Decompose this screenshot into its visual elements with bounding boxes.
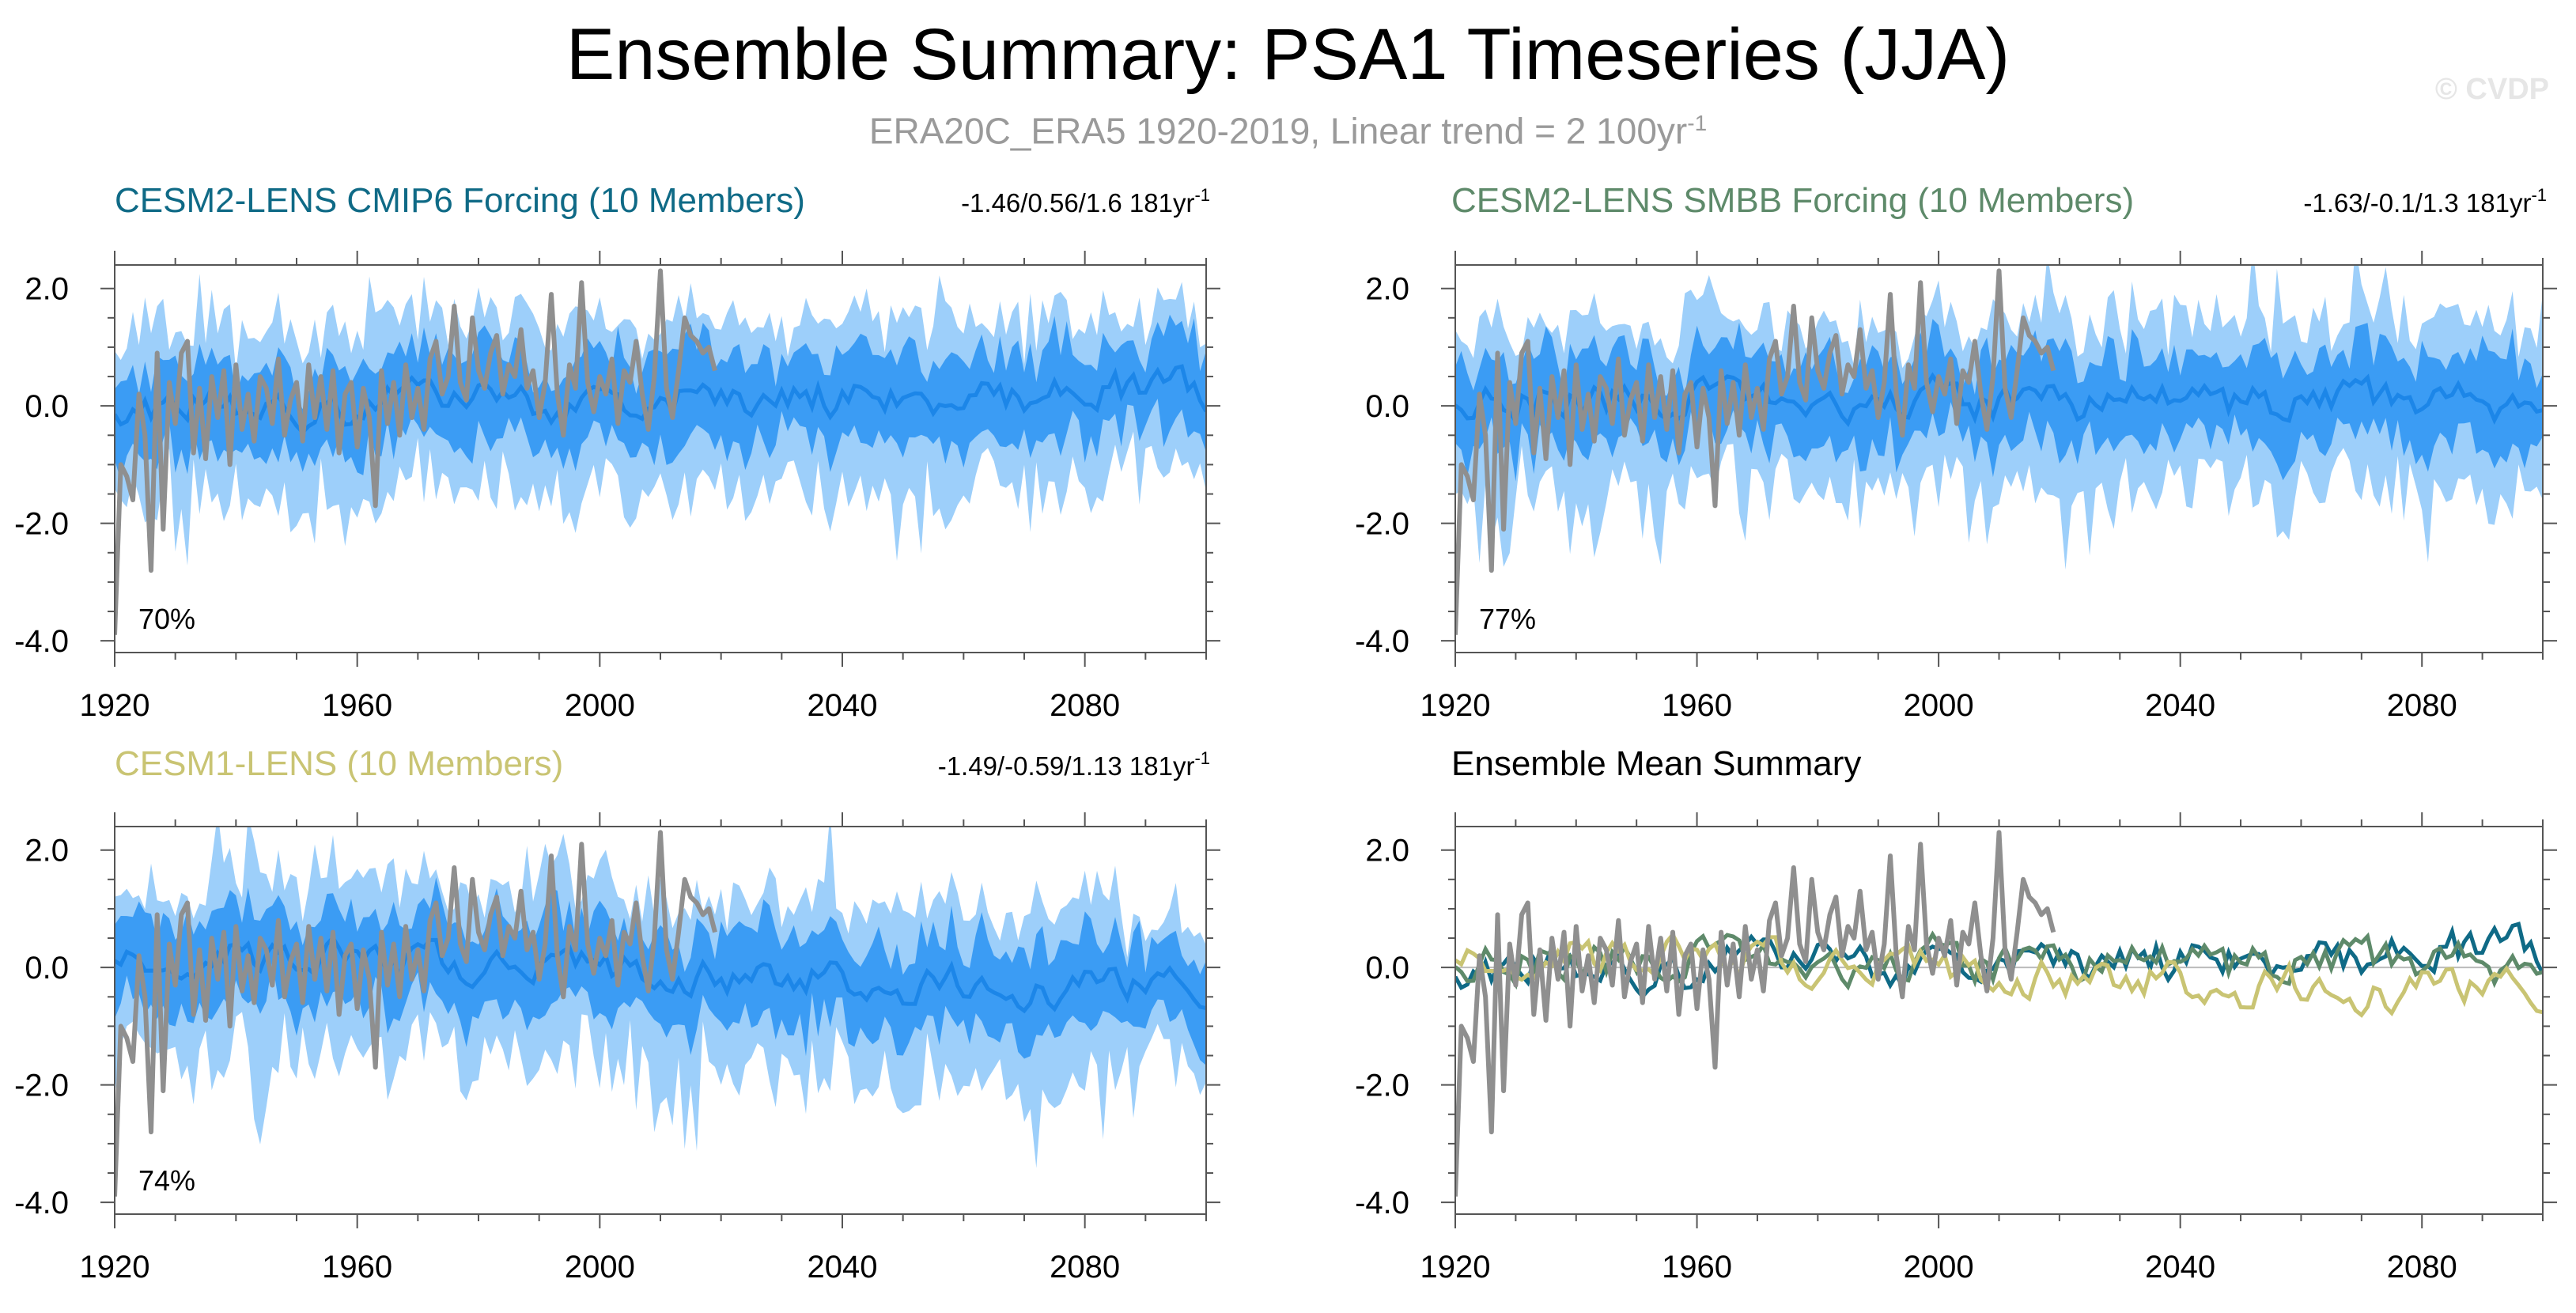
plot-frame [1454,826,2544,1215]
plot-area [1455,265,2543,635]
x-tick-label: 2040 [808,688,878,723]
y-tick-label: 2.0 [1365,272,1409,307]
cvdp-watermark: © CVDP [2434,73,2549,106]
x-tick-label: 1920 [80,1250,150,1285]
y-tick-label: 0.0 [1365,951,1409,986]
percent-annotation: 74% [138,1164,195,1197]
x-tick-label: 2080 [2387,1250,2457,1285]
trend-label: -1.49/-0.59/1.13 181yr-1 [938,748,1210,781]
x-tick-label: 1920 [1420,1250,1491,1285]
x-tick-label: 2040 [808,1250,878,1285]
percent-annotation: 77% [1479,603,1536,635]
x-tick-label: 2000 [1904,688,1974,723]
panel-title: CESM2-LENS SMBB Forcing (10 Members) [1451,181,2134,220]
y-tick-label: 2.0 [25,272,69,307]
series-lens1 [1455,931,2543,1018]
x-tick-label: 1960 [1662,688,1732,723]
observations-line [1455,268,2056,635]
ensemble-mean-line [1455,372,2543,427]
trend-label: -1.63/-0.1/1.3 181yr-1 [2303,185,2547,218]
x-tick-label: 2000 [565,1250,635,1285]
figure-title: Ensemble Summary: PSA1 Timeseries (JJA) [566,14,2010,95]
y-tick-label: -2.0 [14,1069,69,1103]
x-tick-label: 1920 [80,688,150,723]
y-tick-label: 0.0 [25,389,69,424]
x-tick-label: 1960 [1662,1250,1732,1285]
panel-title: CESM1-LENS (10 Members) [115,744,563,783]
panel-title: CESM2-LENS CMIP6 Forcing (10 Members) [115,181,805,220]
y-tick-label: -4.0 [14,624,69,659]
plot-area [115,827,1206,1197]
ensemble-inner-range [115,877,1206,1065]
panel-smbb: CESM2-LENS SMBB Forcing (10 Members) -1.6… [1355,181,2557,723]
x-tick-label: 2040 [2145,688,2215,723]
y-tick-label: -4.0 [1355,624,1409,659]
y-tick-label: 2.0 [25,834,69,868]
subtitle-text: ERA20C_ERA5 1920-2019, Linear trend = 2 … [868,110,1688,152]
ensemble-mean-line [115,934,1206,1014]
y-tick-label: -4.0 [14,1186,69,1220]
trend-label: -1.46/0.56/1.6 181yr-1 [961,185,1210,218]
y-tick-label: -2.0 [1355,507,1409,542]
plot-area [1455,830,2543,1197]
percent-annotation: 70% [138,603,195,635]
x-tick-label: 2080 [2387,688,2457,723]
y-tick-label: 0.0 [1365,389,1409,424]
x-tick-label: 2080 [1050,688,1120,723]
panel-cmip6: CESM2-LENS CMIP6 Forcing (10 Members) -1.… [14,181,1220,723]
panel-summary: Ensemble Mean Summary 1920 1960 2000 2040 208… [1355,744,2557,1285]
x-tick-label: 2040 [2145,1250,2215,1285]
x-tick-label: 2080 [1050,1250,1120,1285]
figure-subtitle: ERA20C_ERA5 1920-2019, Linear trend = 2 … [0,101,2576,153]
x-tick-label: 2000 [1904,1250,1974,1285]
panel-lens1: CESM1-LENS (10 Members) -1.49/-0.59/1.13 … [14,744,1220,1285]
x-tick-label: 1960 [322,688,392,723]
y-tick-label: 0.0 [25,951,69,986]
ensemble-mean-line [115,364,1206,436]
observations-line [115,268,717,635]
x-tick-label: 2000 [565,688,635,723]
x-tick-label: 1920 [1420,688,1491,723]
subtitle-superscript: -1 [1687,111,1708,135]
plot-area [115,268,1206,635]
observations-line [115,830,717,1197]
y-tick-label: -2.0 [1355,1069,1409,1103]
x-tick-label: 1960 [322,1250,392,1285]
y-tick-label: -2.0 [14,507,69,542]
y-tick-label: 2.0 [1365,834,1409,868]
y-tick-label: -4.0 [1355,1186,1409,1220]
panel-title: Ensemble Mean Summary [1451,744,1861,783]
observations-line [1455,830,2056,1197]
